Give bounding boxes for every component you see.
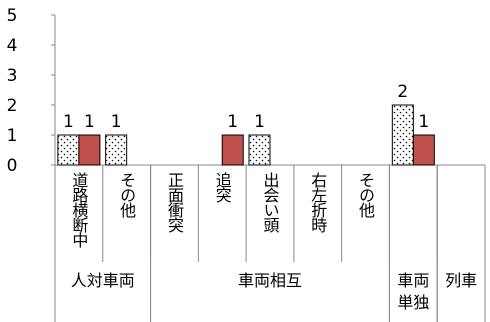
data-label: 1 <box>84 112 95 132</box>
y-tick-label: 3 <box>7 66 18 86</box>
data-label: 1 <box>254 112 265 132</box>
group-label: 車両相互 <box>237 271 302 290</box>
bar <box>412 134 435 166</box>
bar <box>57 134 80 166</box>
bar <box>391 104 414 166</box>
bar <box>248 134 271 166</box>
bar <box>78 134 101 166</box>
x-tick-label: 追突 <box>213 172 232 203</box>
group-label: 人対車両 <box>70 271 135 290</box>
x-tick-label: 道路横断中 <box>69 172 88 248</box>
x-tick-label: 出会い頭 <box>261 172 280 233</box>
group-label: 列車 <box>445 271 478 290</box>
data-label: 1 <box>111 112 122 132</box>
data-label: 1 <box>63 112 74 132</box>
bar <box>221 134 244 166</box>
y-tick-label: 5 <box>7 6 18 26</box>
x-tick-label: その他 <box>117 172 136 219</box>
group-label: 車両単独 <box>397 271 430 312</box>
data-label: 1 <box>418 112 429 132</box>
data-label: 2 <box>397 82 408 102</box>
data-label: 1 <box>227 112 238 132</box>
y-tick-label: 2 <box>7 96 18 116</box>
x-tick-label: 右左折時 <box>308 172 327 233</box>
y-tick-label: 4 <box>7 36 18 56</box>
y-tick-label: 1 <box>7 126 18 146</box>
x-tick-label: 正面衝突 <box>165 172 184 233</box>
x-tick-label: その他 <box>356 172 375 219</box>
bar <box>105 134 128 166</box>
y-tick-label: 0 <box>7 156 18 176</box>
